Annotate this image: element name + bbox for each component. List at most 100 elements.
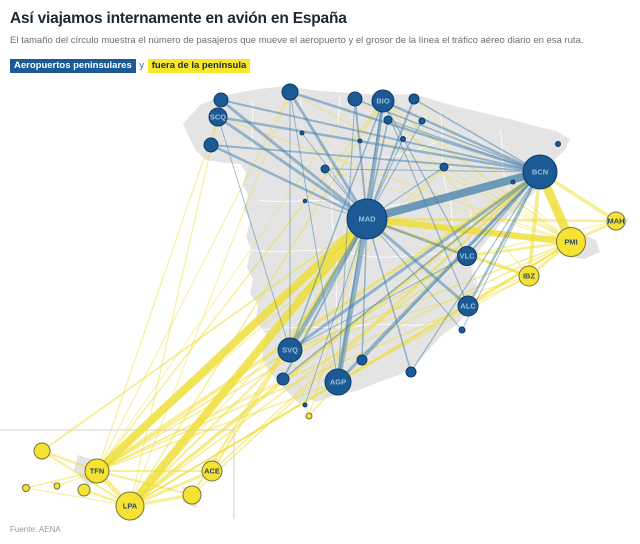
legend-connector: y (139, 60, 145, 71)
route-line-TFN-VLC (96, 255, 468, 472)
airport-node-LCG (213, 92, 229, 108)
route-line-TFN-SDR (96, 98, 356, 472)
airport-node-REU (510, 179, 516, 185)
route-line-SDR-AGP (337, 98, 356, 383)
route-line-BCN-VGO (210, 144, 541, 173)
route-line-LPA-VLC (129, 255, 468, 507)
airport-node-TFN (84, 458, 110, 484)
airport-node-LEI (405, 366, 417, 378)
route-line-MAH-VLC (466, 220, 617, 257)
airport-node-TFS (77, 483, 91, 497)
route-line-BCN-EAS (413, 98, 541, 173)
airport-node-AGP (324, 368, 352, 396)
route-line-LPA-ALC (129, 305, 469, 507)
route-line-BIO-SVQ (289, 100, 384, 351)
route-line-LPA-ACE (129, 469, 213, 508)
route-line-TFN-BIO (96, 100, 384, 472)
airport-node-XRY (276, 372, 290, 386)
route-line-TFN-ALC (96, 305, 469, 472)
route-line-PMI-VLC (466, 240, 572, 258)
route-line-BIO-AGP (337, 100, 384, 383)
route-line-LPA-BIO (129, 100, 384, 507)
airport-node-PMI (556, 227, 586, 257)
route-line-OVD-AGP (289, 91, 339, 383)
route-line-TFN-OVD (96, 91, 291, 472)
route-line-PMI-VLL (324, 168, 572, 243)
route-line-TFN-SVQ (96, 349, 291, 472)
airport-node-GRX (356, 354, 368, 366)
airport-node-SLM (302, 198, 308, 204)
route-line-MAD-GRX (361, 218, 368, 361)
airport-node-VLC (457, 246, 477, 266)
airport-node-EAS (408, 93, 420, 105)
route-line-LPA-SCQ (129, 116, 219, 507)
route-line-MAD-LEI (366, 218, 412, 373)
route-line-BCN-FUE (191, 171, 541, 496)
route-line-IBZ-SVQ (289, 275, 530, 351)
route-line-IBZ-VLC (466, 255, 530, 277)
airport-node-MLN (305, 412, 313, 420)
route-line-BCN-SCQ (217, 115, 541, 174)
route-line-PMI-EAS (413, 98, 572, 243)
route-line-TFN-SCQ (96, 116, 219, 472)
airport-node-GRO (555, 141, 561, 147)
route-line-BIO-VLC (382, 100, 468, 257)
route-line-BIO-ALC (382, 100, 469, 307)
route-line-MAD-BCN (365, 168, 542, 223)
route-line-MAD-SPC (41, 218, 368, 452)
airport-node-RJL (400, 136, 406, 142)
route-line-BCN-XRY (282, 171, 541, 380)
airport-node-MJV (458, 326, 466, 334)
route-line-BCN-PNA (387, 119, 541, 173)
route-line-BCN-SVQ (289, 170, 541, 352)
airport-node-ALC (457, 295, 479, 317)
route-line-BCN-BIO (382, 99, 541, 174)
route-line-MAD-LPA (126, 216, 371, 509)
airport-node-PNA (383, 115, 393, 125)
airport-node-SDR (347, 91, 363, 107)
airport-node-MAH (606, 211, 626, 231)
airport-nodes-layer: SCQBIOBCNMADVLCALCSVQAGPPMIMAHIBZTFNLPAA… (22, 83, 626, 521)
airport-node-IBZ (518, 265, 540, 287)
route-line-MAD-BJZ (304, 218, 368, 406)
airport-node-VIT (418, 117, 426, 125)
route-line-BCN-LCG (220, 99, 541, 173)
airport-node-GMZ (53, 482, 61, 490)
airport-node-ZAZ (439, 162, 449, 172)
airport-node-BIO (371, 89, 395, 113)
airport-node-VGO (203, 137, 219, 153)
source-note: Fuente: AENA (10, 525, 61, 534)
airport-node-RGS (357, 138, 363, 144)
route-line-IBZ-ALC (467, 275, 530, 307)
route-line-BCN-ALC (466, 171, 542, 307)
airport-node-OVD (281, 83, 299, 101)
header: Así viajamos internamente en avión en Es… (10, 10, 630, 73)
route-line-MAD-TFN (94, 216, 370, 474)
route-line-MAD-LCG (220, 98, 368, 221)
route-line-TFN-FUE (96, 470, 193, 496)
route-line-LPA-ZAZ (129, 166, 445, 507)
route-line-MAD-ALC (366, 217, 469, 308)
legend-exterior-chip: fuera de la península (147, 59, 251, 73)
airport-node-VLL (320, 164, 330, 174)
airport-node-BJZ (302, 402, 308, 408)
route-line-LPA-SPC (41, 450, 131, 507)
route-line-BCN-LEI (410, 171, 541, 373)
route-line-BCN-OVD (289, 90, 541, 174)
route-line-BCN-TFN (96, 170, 541, 473)
route-line-LPA-VDE (25, 487, 131, 507)
airport-node-ACE (201, 460, 223, 482)
route-line-LPA-OVD (129, 91, 291, 507)
route-line-TFN-AGP (96, 381, 339, 472)
page-subtitle: El tamaño del círculo muestra el número … (10, 35, 584, 46)
route-line-MAD-MAH (366, 217, 617, 223)
route-line-BCN-VLL (324, 168, 541, 173)
page-title: Así viajamos internamente en avión en Es… (10, 10, 347, 27)
route-line-SVQ-VLC (289, 255, 468, 351)
airport-node-SCQ (208, 107, 228, 127)
route-line-PMI-OVD (289, 91, 572, 243)
airport-node-LPA (115, 491, 145, 521)
route-line-MAD-SVQ (288, 217, 369, 352)
